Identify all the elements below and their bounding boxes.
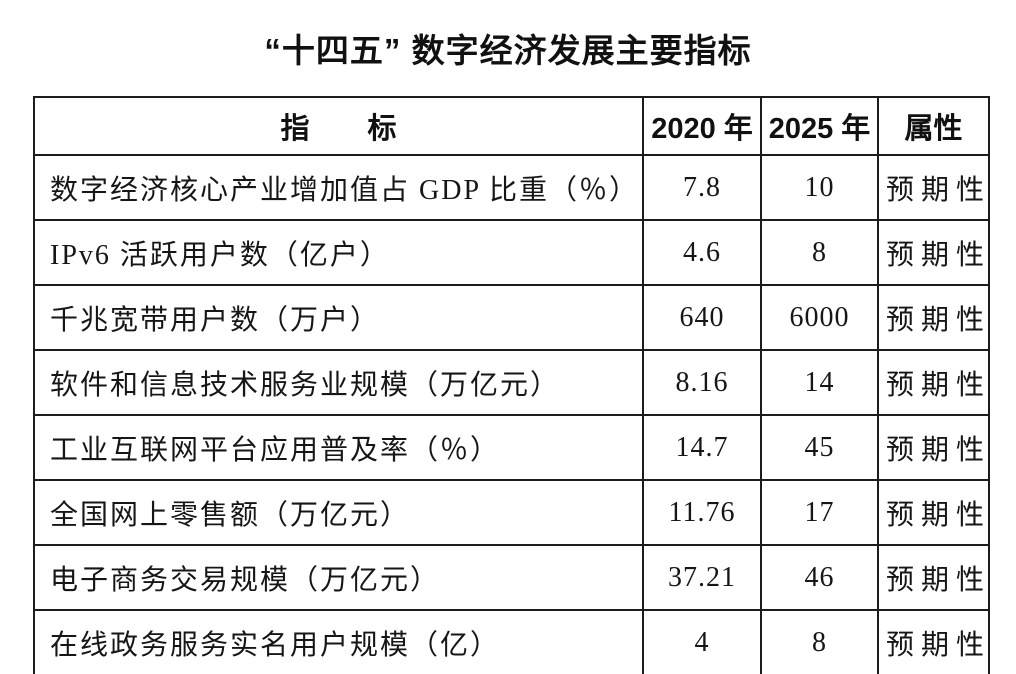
indicator-label: 电子商务交易规模（万亿元） xyxy=(33,544,644,611)
indicator-label: 在线政务服务实名用户规模（亿） xyxy=(33,609,644,674)
table-row: 数字经济核心产业增加值占 GDP 比重（％） 7.8 10 预期性 xyxy=(33,154,990,221)
table-row: IPv6 活跃用户数（亿户） 4.6 8 预期性 xyxy=(33,219,990,286)
value-2025: 14 xyxy=(760,349,879,416)
attribute-label: 预期性 xyxy=(877,479,990,546)
table-row: 全国网上零售额（万亿元） 11.76 17 预期性 xyxy=(33,479,990,546)
attribute-label: 预期性 xyxy=(877,284,990,351)
indicator-label: 软件和信息技术服务业规模（万亿元） xyxy=(33,349,644,416)
table-header-row: 指 标 2020 年 2025 年 属性 xyxy=(33,96,990,156)
indicator-label: 工业互联网平台应用普及率（％） xyxy=(33,414,644,481)
column-header-attribute: 属性 xyxy=(877,96,990,156)
value-2025: 8 xyxy=(760,219,879,286)
table-row: 电子商务交易规模（万亿元） 37.21 46 预期性 xyxy=(33,544,990,611)
column-header-2020: 2020 年 xyxy=(642,96,762,156)
value-2025: 46 xyxy=(760,544,879,611)
attribute-label: 预期性 xyxy=(877,219,990,286)
table-row: 软件和信息技术服务业规模（万亿元） 8.16 14 预期性 xyxy=(33,349,990,416)
value-2020: 11.76 xyxy=(642,479,762,546)
page-title: “十四五” 数字经济发展主要指标 xyxy=(264,32,752,69)
value-2020: 640 xyxy=(642,284,762,351)
value-2020: 7.8 xyxy=(642,154,762,221)
value-2025: 6000 xyxy=(760,284,879,351)
value-2020: 4 xyxy=(642,609,762,674)
value-2020: 8.16 xyxy=(642,349,762,416)
table-row: 在线政务服务实名用户规模（亿） 4 8 预期性 xyxy=(33,609,990,674)
column-header-indicator: 指 标 xyxy=(33,96,644,156)
indicators-table: 指 标 2020 年 2025 年 属性 数字经济核心产业增加值占 GDP 比重… xyxy=(33,96,990,674)
attribute-label: 预期性 xyxy=(877,349,990,416)
value-2020: 14.7 xyxy=(642,414,762,481)
table-row: 工业互联网平台应用普及率（％） 14.7 45 预期性 xyxy=(33,414,990,481)
table-row: 千兆宽带用户数（万户） 640 6000 预期性 xyxy=(33,284,990,351)
value-2025: 8 xyxy=(760,609,879,674)
indicator-label: 千兆宽带用户数（万户） xyxy=(33,284,644,351)
attribute-label: 预期性 xyxy=(877,414,990,481)
value-2025: 10 xyxy=(760,154,879,221)
value-2020: 37.21 xyxy=(642,544,762,611)
value-2020: 4.6 xyxy=(642,219,762,286)
attribute-label: 预期性 xyxy=(877,609,990,674)
attribute-label: 预期性 xyxy=(877,154,990,221)
attribute-label: 预期性 xyxy=(877,544,990,611)
value-2025: 17 xyxy=(760,479,879,546)
value-2025: 45 xyxy=(760,414,879,481)
indicator-label: IPv6 活跃用户数（亿户） xyxy=(33,219,644,286)
indicator-label: 数字经济核心产业增加值占 GDP 比重（％） xyxy=(33,154,644,221)
indicator-label: 全国网上零售额（万亿元） xyxy=(33,479,644,546)
column-header-2025: 2025 年 xyxy=(760,96,879,156)
